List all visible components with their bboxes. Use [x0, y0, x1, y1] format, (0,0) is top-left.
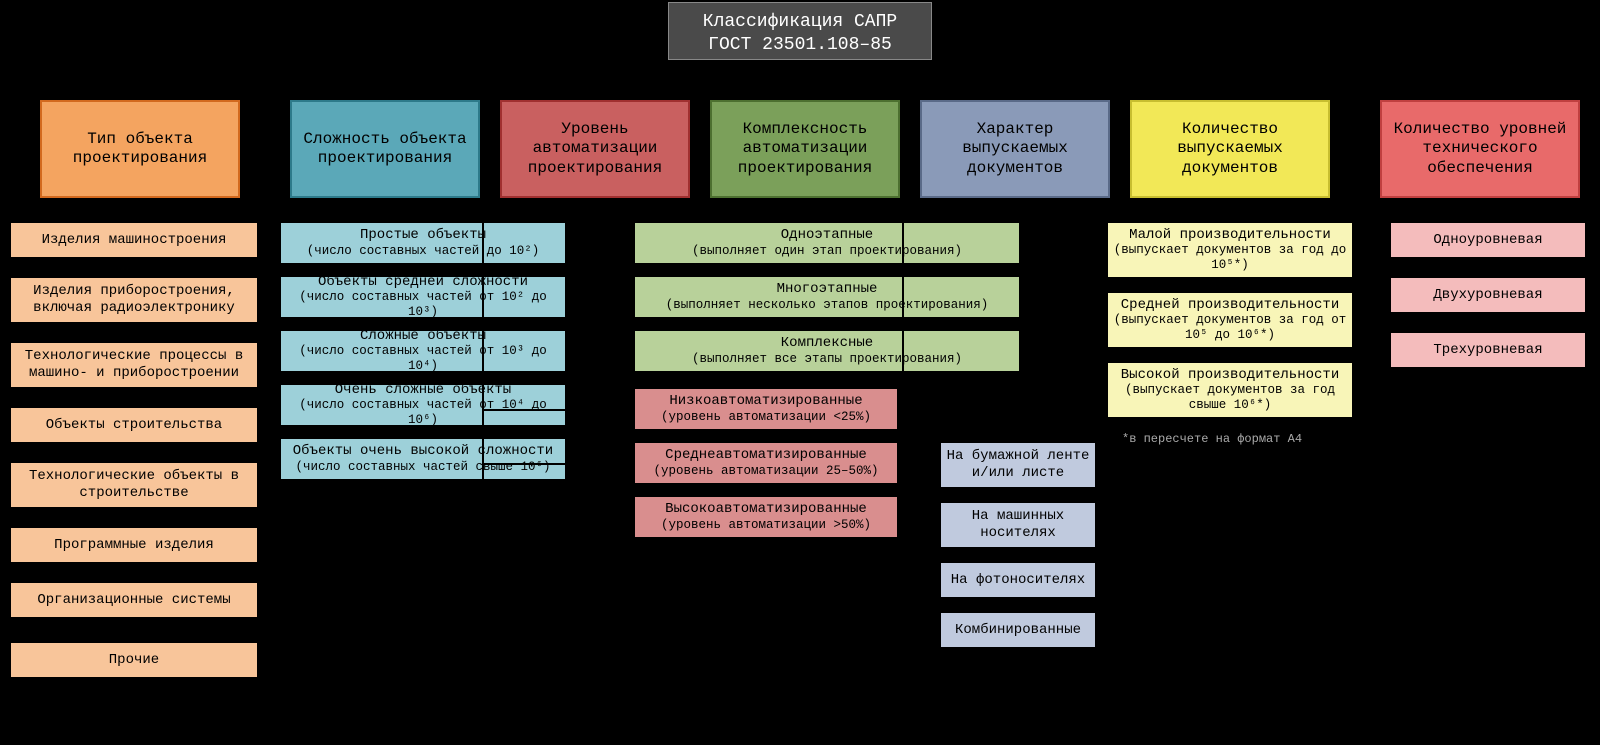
item-c5-0: На бумажной ленте и/или листе — [938, 440, 1098, 490]
item-c2-2: Сложные объекты(число составных частей о… — [278, 328, 568, 374]
connector — [902, 149, 904, 632]
item-c7-1: Двухуровневая — [1388, 275, 1588, 315]
item-c4-0: Одноэтапные(выполняет один этап проектир… — [632, 220, 1022, 266]
connector — [692, 149, 710, 151]
item-c2-3: Очень сложные объекты(число составных ча… — [278, 382, 568, 428]
category-c3: Уровень автоматизации проектирования — [500, 100, 690, 198]
item-c1-7: Прочие — [8, 640, 260, 680]
item-c1-2: Технологические процессы в машино- и при… — [8, 340, 260, 390]
connector — [1112, 149, 1130, 151]
item-c5-2: На фотоносителях — [938, 560, 1098, 600]
category-c6: Количество выпускаемых документов — [1130, 100, 1330, 198]
item-c2-0: Простые объекты(число составных частей д… — [278, 220, 568, 266]
connector — [902, 465, 938, 467]
item-c1-3: Объекты строительства — [8, 405, 260, 445]
connector — [272, 149, 274, 461]
connector — [1362, 240, 1388, 242]
item-c6-2: Высокой производительности(выпускает док… — [1105, 360, 1355, 420]
item-c7-2: Трехуровневая — [1388, 330, 1588, 370]
connector — [804, 82, 806, 100]
item-c3-0: Низкоавтоматизированные(уровень автомати… — [632, 386, 900, 432]
item-c4-1: Многоэтапные(выполняет несколько этапов … — [632, 274, 1022, 320]
item-c5-1: На машинных носителях — [938, 500, 1098, 550]
item-c2-4: Объекты очень высокой сложности(число со… — [278, 436, 568, 482]
category-c7: Количество уровней технического обеспече… — [1380, 100, 1580, 198]
connector — [902, 525, 938, 527]
connector — [384, 82, 386, 100]
root-node: Классификация САПРГОСТ 23501.108–85 — [668, 2, 932, 60]
connector — [1362, 295, 1388, 297]
connector — [1362, 149, 1364, 352]
item-c2-1: Объекты средней сложности(число составны… — [278, 274, 568, 320]
connector — [902, 149, 920, 151]
connector — [1479, 82, 1481, 100]
item-c1-5: Программные изделия — [8, 525, 260, 565]
item-c1-0: Изделия машиностроения — [8, 220, 260, 260]
item-c3-2: Высокоавтоматизированные(уровень автомат… — [632, 494, 900, 540]
footnote: *в пересчете на формат А4 — [1122, 432, 1302, 446]
item-c3-1: Среднеавтоматизированные(уровень автомат… — [632, 440, 900, 486]
connector — [1362, 149, 1380, 151]
connector — [902, 630, 938, 632]
connector — [22, 149, 40, 151]
item-c1-4: Технологические объекты в строительстве — [8, 460, 260, 510]
item-c1-6: Организационные системы — [8, 580, 260, 620]
connector — [1014, 82, 1016, 100]
connector — [1362, 350, 1388, 352]
connector — [902, 580, 938, 582]
connector — [482, 409, 632, 411]
item-c5-3: Комбинированные — [938, 610, 1098, 650]
item-c7-0: Одноуровневая — [1388, 220, 1588, 260]
connector — [1229, 82, 1231, 100]
category-c5: Характер выпускаемых документов — [920, 100, 1110, 198]
category-c1: Тип объекта проектирования — [40, 100, 240, 198]
item-c6-0: Малой производительности(выпускает докум… — [1105, 220, 1355, 280]
connector — [594, 82, 596, 100]
connector — [482, 149, 500, 151]
item-c6-1: Средней производительности(выпускает док… — [1105, 290, 1355, 350]
connector — [799, 60, 801, 82]
category-c4: Комплексность автоматизации проектирован… — [710, 100, 900, 198]
connector — [272, 149, 290, 151]
connector — [482, 517, 632, 519]
item-c1-1: Изделия приборостроения, включая радиоэл… — [8, 275, 260, 325]
connector-bus — [140, 82, 1480, 84]
item-c4-2: Комплексные(выполняет все этапы проектир… — [632, 328, 1022, 374]
connector — [139, 82, 141, 100]
category-c2: Сложность объекта проектирования — [290, 100, 480, 198]
connector — [482, 463, 632, 465]
